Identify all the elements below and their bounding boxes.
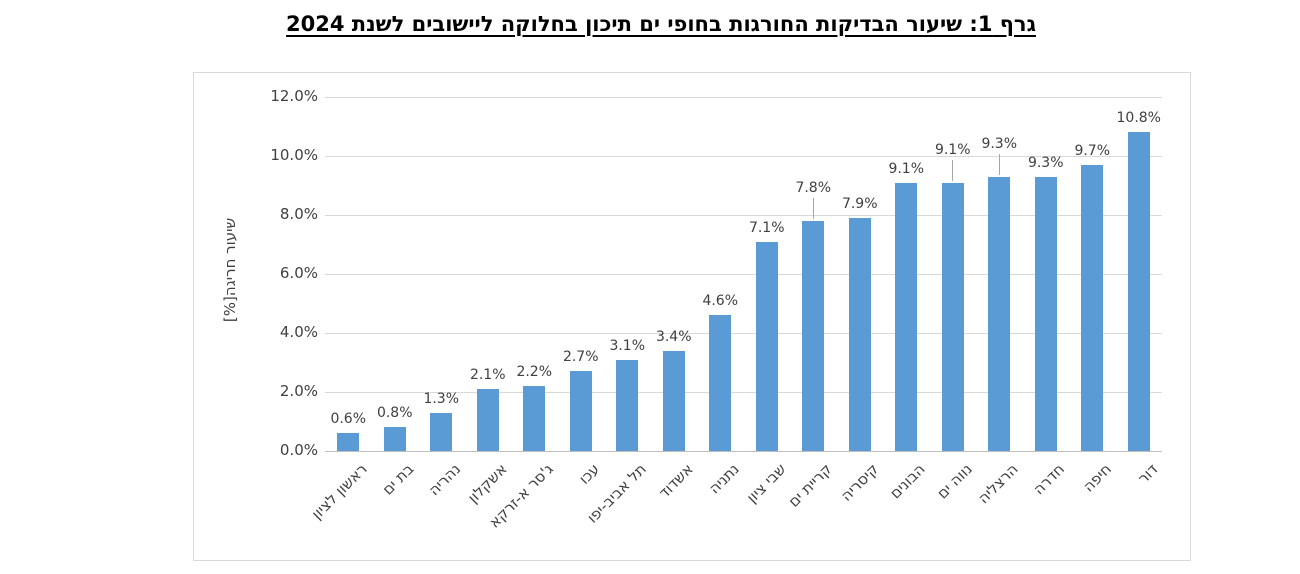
data-label-leader-line <box>952 159 954 181</box>
data-label-leader-line <box>812 197 814 219</box>
data-label: 3.1% <box>609 337 646 354</box>
bar-14 <box>988 176 1011 451</box>
category-label: בת ים <box>378 460 418 499</box>
y-tick-label: 10.0% <box>270 146 318 164</box>
y-tick-label: 4.0% <box>279 323 318 341</box>
gridline <box>325 155 1162 157</box>
category-label: הרצליה <box>974 460 1022 508</box>
category-label: הבונים <box>886 460 929 503</box>
y-tick-label: 8.0% <box>279 205 318 223</box>
bar-4 <box>523 386 546 451</box>
gridline <box>325 96 1162 98</box>
chart-title: גרף 1: שיעור הבדיקות החורגות בחופי ים תי… <box>286 12 1036 36</box>
data-label: 2.7% <box>562 349 599 366</box>
data-label: 0.6% <box>330 411 367 428</box>
gridline <box>325 273 1162 275</box>
data-label: 1.3% <box>423 390 460 407</box>
data-label: 7.8% <box>795 179 832 196</box>
bar-0 <box>337 433 360 451</box>
category-label: נווה ים <box>933 460 976 503</box>
data-label: 9.1% <box>934 141 971 158</box>
y-tick-label: 6.0% <box>279 264 318 282</box>
data-label: 10.8% <box>1116 110 1161 127</box>
category-label: קריית ים <box>785 460 836 511</box>
bar-17 <box>1127 132 1150 451</box>
y-axis: 0.0% 2.0% 4.0% 6.0% 8.0% 10.0% 12.0% <box>195 87 318 459</box>
bar-5 <box>569 371 592 451</box>
category-label: קיסריה <box>837 460 883 505</box>
bar-13 <box>941 182 964 451</box>
gridline <box>325 332 1162 334</box>
gridline <box>325 214 1162 216</box>
bar-9 <box>755 241 778 451</box>
data-label: 9.7% <box>1074 142 1111 159</box>
chart-area <box>193 72 1191 561</box>
x-axis: ראשון לציון בת ים נהריה אשקלון ג'סר א-זרקא עכ… <box>308 456 1162 566</box>
data-label: 3.4% <box>655 328 692 345</box>
category-label: עכו <box>575 460 604 488</box>
data-label: 7.1% <box>748 219 785 236</box>
data-label: 7.9% <box>841 195 878 212</box>
data-label-leader-line <box>998 153 1000 175</box>
bar-11 <box>848 217 871 451</box>
y-tick-label: 0.0% <box>279 441 318 459</box>
category-label: דור <box>1134 460 1162 488</box>
data-label: 9.3% <box>1027 154 1064 171</box>
data-label: 2.1% <box>469 367 506 384</box>
bar-8 <box>709 315 732 451</box>
bar-10 <box>802 220 825 451</box>
bar-15 <box>1034 176 1057 451</box>
bar-12 <box>895 182 918 451</box>
x-axis-line <box>325 450 1162 452</box>
bar-3 <box>476 389 499 451</box>
category-label: חדרה <box>1030 460 1069 499</box>
data-label: 9.1% <box>888 160 925 177</box>
data-label: 2.2% <box>516 364 553 381</box>
data-label: 4.6% <box>702 293 739 310</box>
category-label: אשדוד <box>654 460 697 502</box>
plot-area: 0.6% 0.8% 1.3% 2.1% 2.2% 2.7% 3.1% 3.4% 4.6% 7.1%… <box>325 96 1162 452</box>
bar-2 <box>430 412 453 451</box>
gridline <box>325 391 1162 393</box>
category-label: חיפה <box>1079 460 1115 496</box>
category-label: שבי ציון <box>742 460 790 507</box>
y-tick-label: 2.0% <box>279 382 318 400</box>
y-tick-label: 12.0% <box>270 87 318 105</box>
category-label: נתניה <box>705 460 743 498</box>
data-label: 9.3% <box>981 135 1018 152</box>
bar-16 <box>1081 164 1104 451</box>
bar-6 <box>616 359 639 451</box>
category-label: נהריה <box>424 460 464 500</box>
bar-7 <box>662 350 685 451</box>
data-label: 0.8% <box>376 405 413 422</box>
bar-1 <box>383 427 406 451</box>
